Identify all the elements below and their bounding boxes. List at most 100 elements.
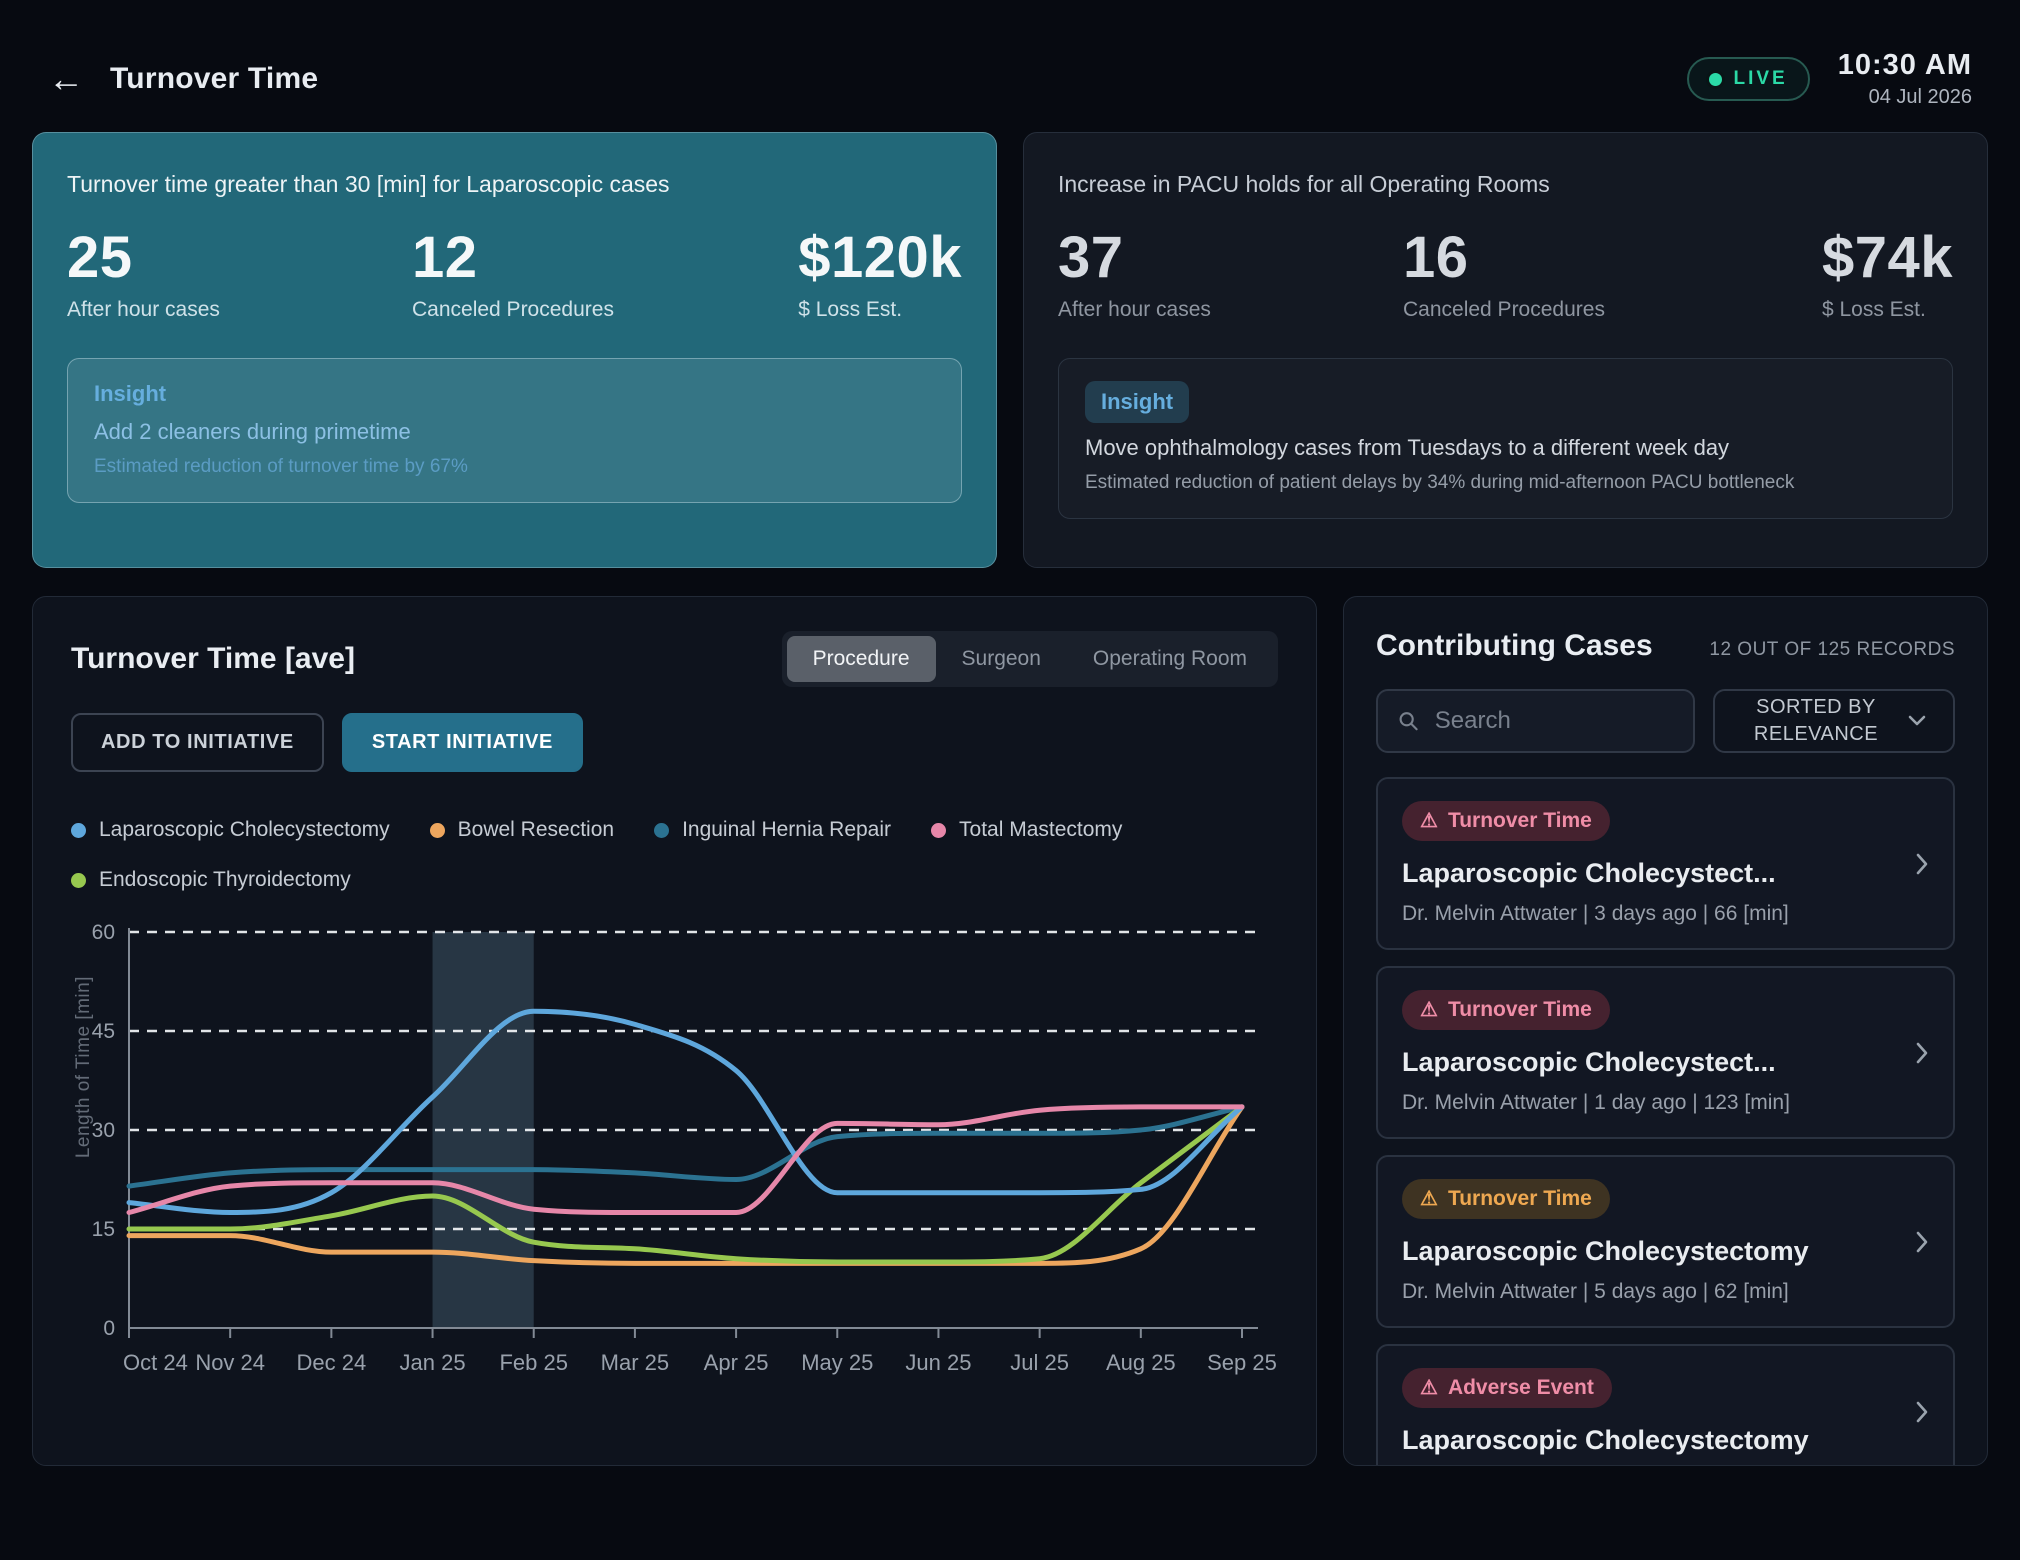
svg-text:60: 60 — [92, 921, 115, 944]
stat-after-hour-cases: 37 After hour cases — [1058, 225, 1403, 322]
warning-icon: ⚠ — [1420, 1377, 1438, 1399]
clock: 10:30 AM 04 Jul 2026 — [1838, 49, 1972, 109]
live-badge: LIVE — [1686, 57, 1810, 101]
case-meta: Dr. Melvin Attwater | 5 days ago | 62 [m… — [1402, 1280, 1789, 1303]
warning-icon: ⚠ — [1420, 810, 1438, 832]
case-card[interactable]: ⚠ Turnover Time Laparoscopic Cholecystec… — [1376, 1155, 1955, 1328]
y-axis-label: Length of Time [min] — [73, 976, 94, 1159]
line-chart-canvas: 0 15 30 45 60 Oct 24 Nov 24 Dec 24 Jan 25 Feb 25 M… — [92, 921, 1277, 1375]
back-button[interactable]: ← — [48, 58, 84, 99]
insight-text: Move ophthalmology cases from Tuesdays t… — [1085, 434, 1730, 460]
legend-dot-icon — [931, 822, 947, 838]
case-badge-label: Turnover Time — [1447, 1187, 1592, 1210]
stats-row: 25 After hour cases 12 Canceled Procedur… — [67, 225, 962, 322]
sidebar-title: Contributing Cases — [1376, 629, 1653, 662]
svg-text:Jul 25: Jul 25 — [1010, 1350, 1069, 1375]
stat-label: Canceled Procedures — [1403, 297, 1605, 321]
stat-label: After hour cases — [1058, 297, 1211, 321]
legend-label: Bowel Resection — [457, 818, 615, 841]
chart-legend: Laparoscopic Cholecystectomy Bowel Resec… — [71, 818, 1201, 892]
svg-text:15: 15 — [92, 1218, 115, 1241]
app-header: ← Turnover Time LIVE 10:30 AM 04 Jul 202… — [0, 0, 2020, 128]
case-title: Laparoscopic Cholecystect... — [1402, 1047, 1776, 1077]
insight-text: Add 2 cleaners during primetime — [94, 418, 411, 444]
svg-text:May 25: May 25 — [801, 1350, 873, 1375]
legend-label: Total Mastectomy — [959, 818, 1123, 841]
case-card[interactable]: ⚠ Turnover Time Laparoscopic Cholecystec… — [1376, 777, 1955, 950]
stat-value: 37 — [1058, 225, 1124, 290]
case-card[interactable]: ⚠ Turnover Time Laparoscopic Cholecystec… — [1376, 966, 1955, 1139]
turnover-time-chart: Length of Time [min] 0 15 30 45 60 Oct 24 Nov … — [71, 916, 1278, 1391]
legend-dot-icon — [654, 822, 670, 838]
stat-loss-estimate: $74k $ Loss Est. — [1821, 225, 1953, 322]
stat-value: 16 — [1403, 225, 1469, 290]
insight-label-badge: Insight — [1085, 380, 1190, 423]
stat-value: $120k — [798, 225, 962, 290]
case-badge-label: Turnover Time — [1447, 809, 1592, 832]
chevron-right-icon — [1916, 1231, 1928, 1252]
warning-icon: ⚠ — [1420, 999, 1438, 1021]
tab-procedure[interactable]: Procedure — [786, 636, 936, 682]
records-count: 12 OUT OF 125 RECORDS — [1709, 639, 1955, 660]
case-meta: Dr. Melvin Attwater | 3 days ago | 66 [m… — [1402, 902, 1789, 925]
legend-dot-icon — [71, 822, 86, 838]
svg-text:Oct 24: Oct 24 — [123, 1350, 188, 1375]
case-badge-label: Adverse Event — [1447, 1376, 1594, 1399]
clock-date: 04 Jul 2026 — [1868, 86, 1972, 108]
stat-label: Canceled Procedures — [412, 297, 614, 321]
chart-panel: Turnover Time [ave] Procedure Surgeon Op… — [32, 596, 1317, 1466]
chevron-right-icon — [1916, 1042, 1928, 1063]
start-initiative-button[interactable]: START INITIATIVE — [341, 713, 583, 772]
live-dot-icon — [1708, 72, 1722, 86]
sort-label: SORTED BY RELEVANCE — [1753, 696, 1879, 745]
clock-time: 10:30 AM — [1837, 49, 1972, 81]
svg-text:45: 45 — [92, 1020, 115, 1043]
sort-button[interactable]: SORTED BY RELEVANCE — [1713, 689, 1955, 753]
svg-text:Mar 25: Mar 25 — [601, 1350, 669, 1375]
legend-dot-icon — [71, 872, 86, 888]
live-label: LIVE — [1733, 68, 1788, 89]
legend-label: Laparoscopic Cholecystectomy — [99, 818, 390, 841]
legend-item: Bowel Resection — [429, 818, 615, 842]
group-by-tabs: Procedure Surgeon Operating Room — [781, 631, 1278, 687]
alert-card-turnover[interactable]: Turnover time greater than 30 [min] for … — [32, 132, 997, 568]
svg-text:Jun 25: Jun 25 — [905, 1350, 971, 1375]
insight-box: Insight Move ophthalmology cases from Tu… — [1058, 357, 1953, 519]
svg-text:Jan 25: Jan 25 — [400, 1350, 466, 1375]
case-badge: ⚠ Turnover Time — [1402, 801, 1610, 841]
stat-value: 12 — [412, 225, 478, 290]
stat-label: After hour cases — [67, 297, 220, 321]
case-card[interactable]: ⚠ Adverse Event Laparoscopic Cholecystec… — [1376, 1344, 1955, 1465]
stat-loss-estimate: $120k $ Loss Est. — [798, 225, 962, 322]
stat-after-hour-cases: 25 After hour cases — [67, 225, 412, 322]
tab-surgeon[interactable]: Surgeon — [961, 647, 1041, 670]
legend-item: Total Mastectomy — [931, 818, 1122, 842]
stat-label: $ Loss Est. — [798, 297, 903, 321]
svg-text:Nov 24: Nov 24 — [195, 1350, 265, 1375]
page-title: Turnover Time — [110, 62, 319, 95]
tab-operating-room[interactable]: Operating Room — [1092, 647, 1247, 670]
case-badge: ⚠ Adverse Event — [1402, 1368, 1612, 1408]
add-to-initiative-button[interactable]: ADD TO INITIATIVE — [71, 713, 324, 772]
svg-text:Feb 25: Feb 25 — [499, 1350, 568, 1375]
insight-box: Insight Add 2 cleaners during primetime … — [67, 357, 962, 503]
stat-canceled-procedures: 16 Canceled Procedures — [1403, 225, 1748, 322]
alert-card-pacu[interactable]: Increase in PACU holds for all Operating… — [1023, 132, 1988, 568]
stat-canceled-procedures: 12 Canceled Procedures — [412, 225, 757, 322]
svg-text:Aug 25: Aug 25 — [1106, 1350, 1176, 1375]
alert-card-title: Turnover time greater than 30 [min] for … — [67, 171, 670, 197]
alert-card-title: Increase in PACU holds for all Operating… — [1058, 171, 1550, 197]
svg-text:0: 0 — [103, 1317, 115, 1340]
search-icon — [1399, 712, 1418, 731]
stat-value: 25 — [67, 225, 133, 290]
insight-subtext: Estimated reduction of turnover time by … — [94, 455, 468, 477]
main-row: Turnover Time [ave] Procedure Surgeon Op… — [0, 568, 2020, 1466]
case-list: ⚠ Turnover Time Laparoscopic Cholecystec… — [1376, 777, 1955, 1465]
search-box[interactable] — [1376, 689, 1695, 753]
case-title: Laparoscopic Cholecystect... — [1402, 858, 1776, 888]
chart-title: Turnover Time [ave] — [71, 642, 355, 675]
legend-dot-icon — [429, 822, 445, 838]
case-badge: ⚠ Turnover Time — [1402, 990, 1610, 1030]
search-input[interactable] — [1434, 707, 1673, 735]
stat-value: $74k — [1821, 225, 1953, 290]
